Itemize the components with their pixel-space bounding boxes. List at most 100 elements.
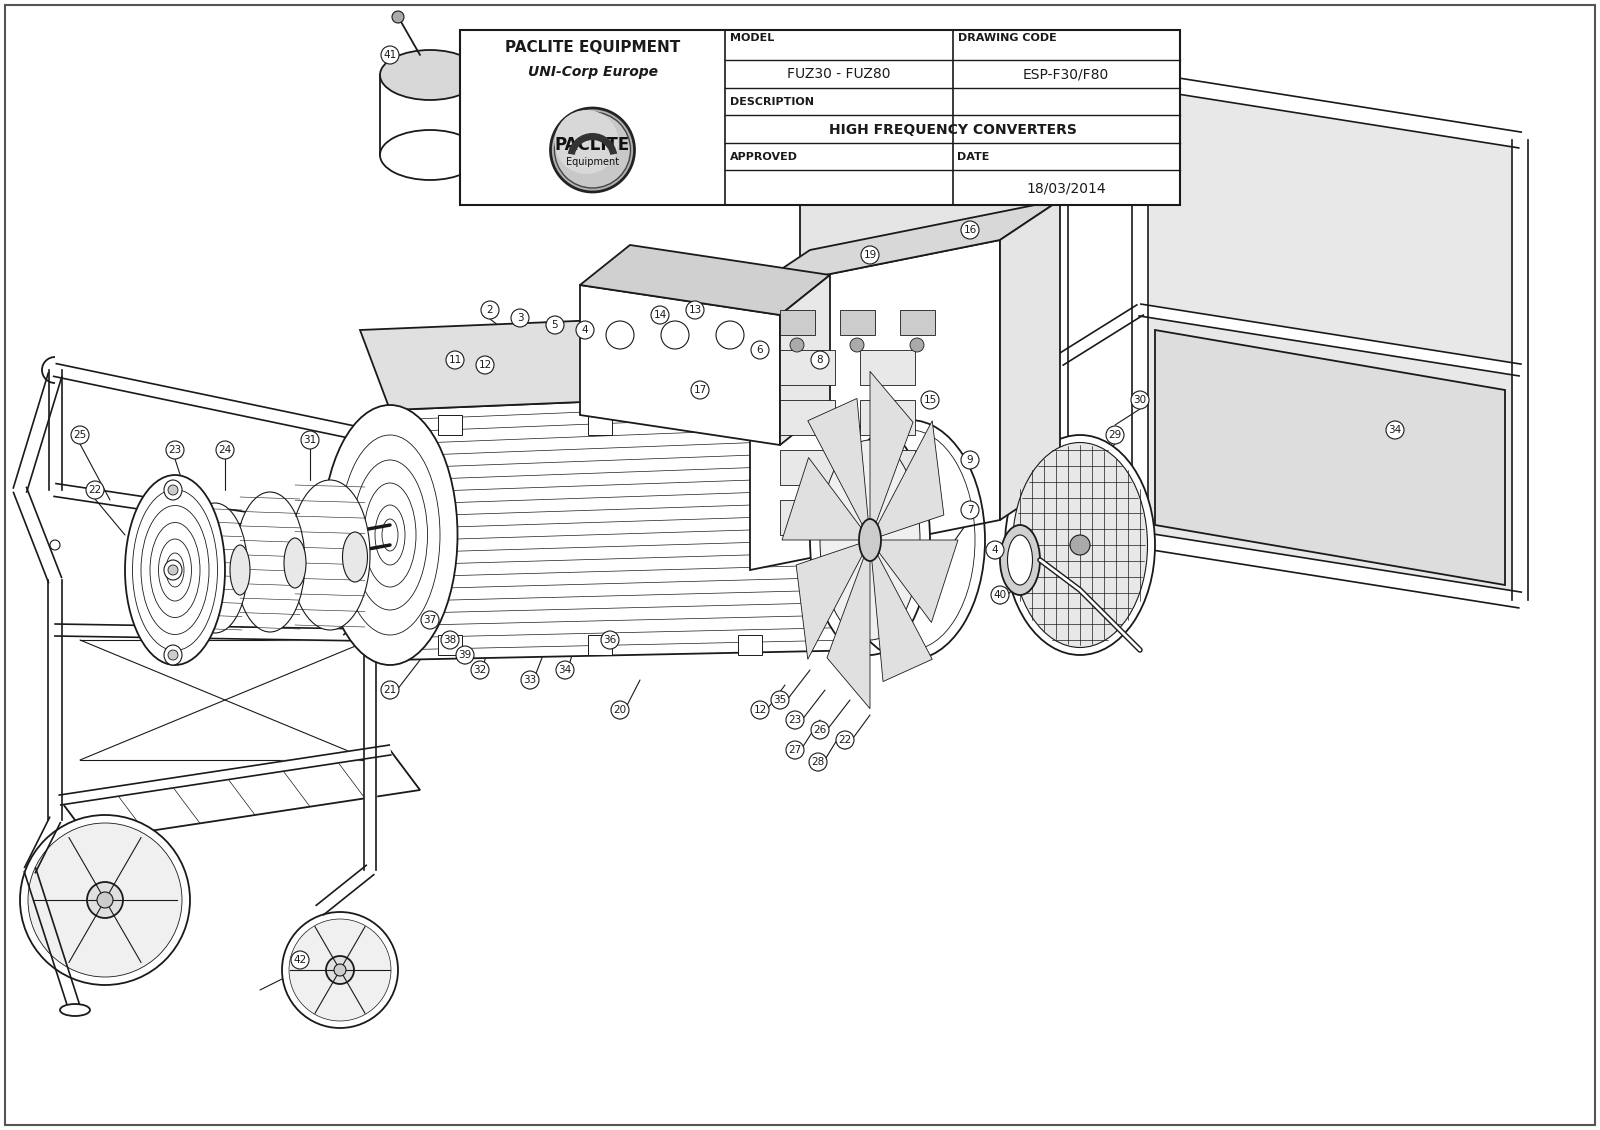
Circle shape (1070, 534, 1090, 555)
Polygon shape (48, 370, 61, 490)
Polygon shape (59, 745, 390, 805)
Text: 35: 35 (773, 695, 787, 705)
Ellipse shape (1005, 435, 1155, 655)
Bar (438, 415, 462, 435)
Text: 40: 40 (994, 590, 1006, 600)
Circle shape (962, 221, 979, 240)
Circle shape (70, 426, 90, 444)
Polygon shape (1512, 140, 1528, 600)
Polygon shape (1000, 200, 1059, 520)
Circle shape (850, 338, 864, 353)
Circle shape (606, 321, 634, 349)
Text: DESCRIPTION: DESCRIPTION (730, 97, 814, 107)
Circle shape (910, 338, 925, 353)
Circle shape (835, 731, 854, 749)
Text: UNI-Corp Europe: UNI-Corp Europe (528, 66, 658, 79)
Circle shape (386, 540, 395, 550)
Polygon shape (781, 275, 830, 445)
Circle shape (962, 451, 979, 469)
Text: 20: 20 (613, 705, 627, 715)
Polygon shape (54, 624, 370, 641)
Circle shape (576, 321, 594, 339)
Text: DATE: DATE (957, 153, 990, 162)
Text: 26: 26 (813, 725, 827, 734)
Circle shape (421, 611, 438, 629)
Polygon shape (800, 75, 1070, 155)
Polygon shape (54, 484, 390, 547)
Polygon shape (1139, 80, 1520, 600)
Polygon shape (750, 200, 1059, 290)
Text: 12: 12 (754, 705, 766, 715)
Circle shape (477, 356, 494, 374)
Polygon shape (1053, 130, 1069, 590)
Text: 27: 27 (789, 745, 802, 755)
Bar (781, 310, 814, 334)
Text: 24: 24 (218, 445, 232, 455)
Ellipse shape (1013, 443, 1147, 647)
Circle shape (1106, 426, 1123, 444)
Circle shape (168, 565, 178, 575)
Bar (781, 400, 835, 435)
Ellipse shape (323, 405, 458, 664)
Text: 16: 16 (963, 225, 976, 235)
Polygon shape (336, 575, 403, 635)
Circle shape (771, 692, 789, 709)
Polygon shape (750, 240, 1000, 570)
Polygon shape (800, 99, 1030, 320)
Circle shape (962, 501, 979, 519)
Circle shape (922, 391, 939, 409)
Ellipse shape (290, 480, 370, 631)
Bar (781, 350, 835, 385)
Text: 22: 22 (88, 485, 102, 495)
Circle shape (717, 321, 744, 349)
Wedge shape (568, 133, 618, 155)
Text: 34: 34 (1389, 425, 1402, 435)
Circle shape (456, 646, 474, 664)
Ellipse shape (61, 1003, 90, 1016)
Polygon shape (1139, 532, 1522, 608)
Polygon shape (1139, 304, 1522, 376)
Text: 28: 28 (811, 757, 824, 767)
Circle shape (786, 741, 805, 759)
Polygon shape (384, 440, 397, 540)
Text: 30: 30 (1133, 396, 1147, 405)
Circle shape (661, 321, 690, 349)
Polygon shape (394, 520, 406, 580)
Polygon shape (1155, 330, 1506, 585)
Bar (899, 310, 934, 334)
Text: 22: 22 (838, 734, 851, 745)
Polygon shape (1056, 73, 1144, 137)
Circle shape (651, 306, 669, 324)
Text: 15: 15 (923, 396, 936, 405)
Polygon shape (872, 551, 933, 681)
Circle shape (334, 964, 346, 976)
Ellipse shape (182, 503, 248, 633)
Circle shape (810, 753, 827, 771)
Circle shape (29, 823, 182, 977)
Text: 6: 6 (757, 345, 763, 355)
Circle shape (1386, 421, 1405, 438)
Ellipse shape (819, 440, 920, 640)
Circle shape (326, 956, 354, 984)
Text: 2: 2 (486, 305, 493, 315)
Text: 25: 25 (74, 431, 86, 440)
Circle shape (291, 951, 309, 970)
Circle shape (990, 96, 1010, 114)
Polygon shape (1139, 72, 1522, 148)
Circle shape (482, 301, 499, 319)
Text: 9: 9 (966, 455, 973, 466)
Circle shape (392, 11, 403, 23)
Circle shape (990, 586, 1010, 605)
Text: 8: 8 (816, 355, 824, 365)
Polygon shape (579, 245, 830, 315)
Circle shape (750, 701, 770, 719)
Polygon shape (797, 542, 864, 659)
Circle shape (166, 441, 184, 459)
Text: 23: 23 (789, 715, 802, 725)
Polygon shape (54, 364, 392, 446)
Circle shape (381, 681, 398, 699)
Circle shape (750, 341, 770, 359)
Text: 39: 39 (458, 650, 472, 660)
Text: DRAWING CODE: DRAWING CODE (957, 33, 1056, 43)
Text: 33: 33 (523, 675, 536, 685)
